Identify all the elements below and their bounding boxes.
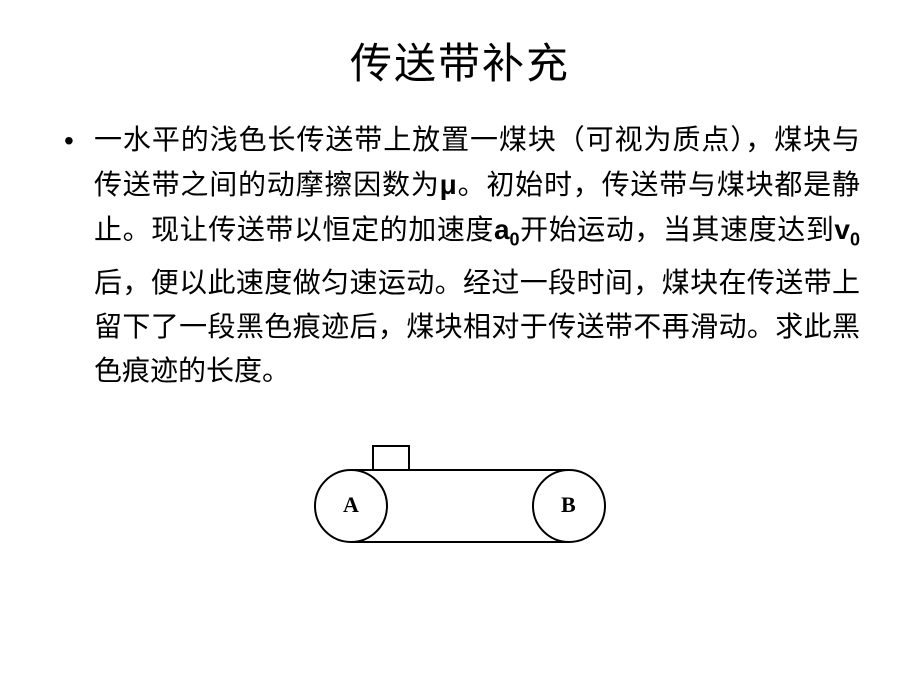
variable-text: a [494,214,510,245]
subscript: 0 [510,230,520,250]
variable-text: μ [440,169,457,200]
slide-title: 传送带补充 [60,30,860,91]
diagram-container: AB [60,436,860,556]
conveyor-diagram: AB [295,436,625,556]
body-text: 一水平的浅色长传送带上放置一煤块（可视为质点），煤块与传送带之间的动摩擦因数为μ… [94,119,860,394]
cjk-text: 后，便以此速度做匀速运动。经过一段时间，煤块在传送带上留下了一段黑色痕迹后，煤块… [94,268,860,387]
label-b: B [561,492,576,517]
variable-text: v [834,214,850,245]
body-row: • 一水平的浅色长传送带上放置一煤块（可视为质点），煤块与传送带之间的动摩擦因数… [60,119,860,394]
coal-block [373,446,409,470]
slide: 传送带补充 • 一水平的浅色长传送带上放置一煤块（可视为质点），煤块与传送带之间… [0,0,920,690]
cjk-text: 开始运动，当其速度达到 [520,215,835,246]
label-a: A [343,492,359,517]
subscript: 0 [850,230,860,250]
bullet-icon: • [60,119,94,163]
